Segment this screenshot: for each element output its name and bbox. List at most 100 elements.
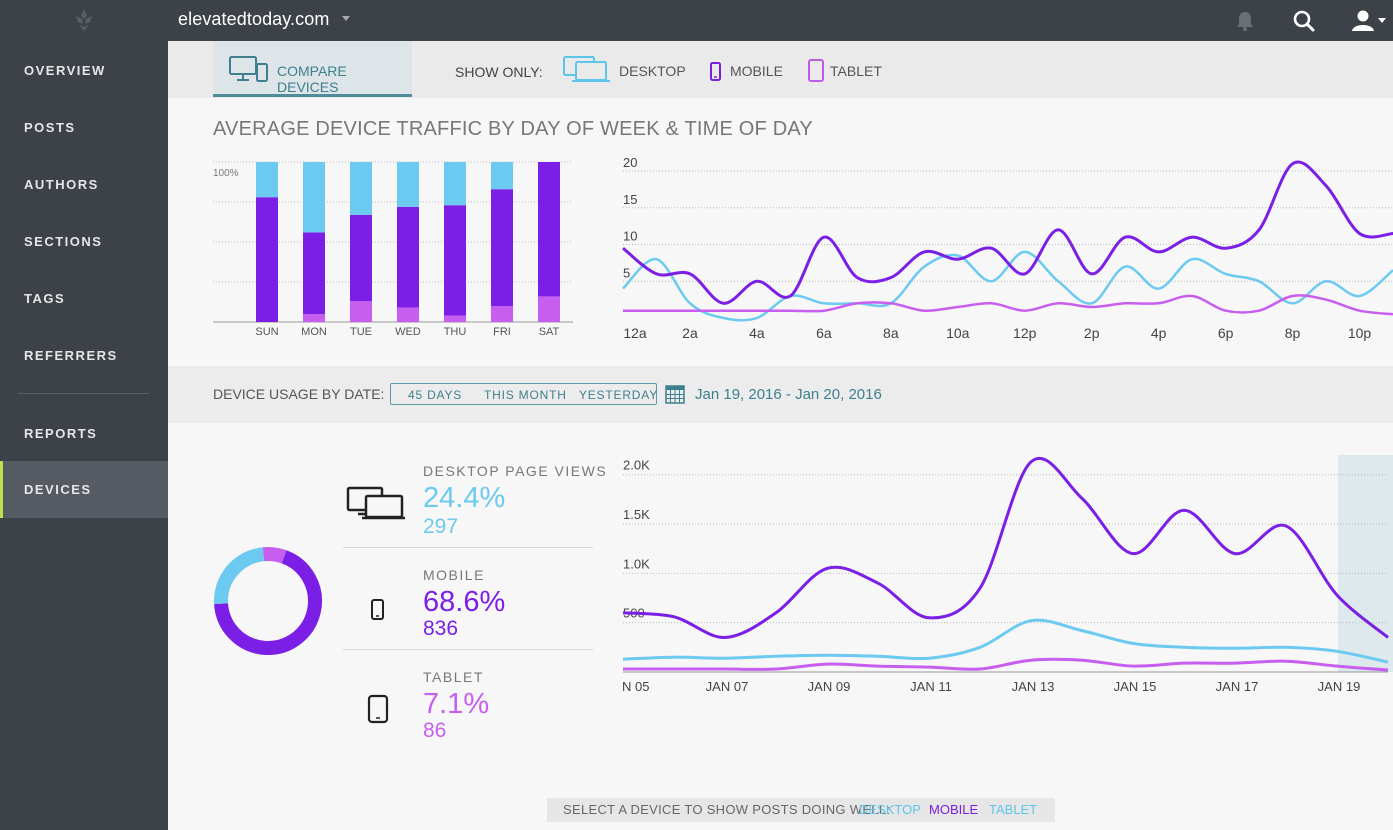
- bar-mobile-tue: [350, 214, 372, 302]
- hour-x-tick: 12p: [1013, 325, 1037, 341]
- sidebar-item-overview[interactable]: OVERVIEW: [24, 63, 106, 78]
- logo-icon[interactable]: [70, 6, 98, 34]
- compare-devices-tab[interactable]: COMPARE DEVICES: [213, 41, 412, 97]
- sidebar-item-reports[interactable]: REPORTS: [24, 426, 98, 441]
- bell-icon[interactable]: [1233, 9, 1257, 33]
- site-dropdown-caret-icon[interactable]: [342, 16, 350, 21]
- bottom-tablet-option[interactable]: TABLET: [989, 802, 1038, 817]
- bar-tablet-wed: [397, 307, 419, 322]
- tablet-filter-icon[interactable]: [807, 59, 825, 83]
- hour-line-tablet: [622, 294, 1393, 316]
- bar-desktop-sun: [256, 162, 278, 198]
- bar-y-label: 100%: [213, 168, 239, 179]
- compare-devices-label: COMPARE DEVICES: [277, 63, 347, 95]
- mobile-filter[interactable]: MOBILE: [730, 63, 783, 79]
- tablet-stat-label: TABLET: [423, 669, 484, 685]
- time-of-day-line-chart: 5 10 15 20 12a 2a 4a 6a 8a 10a 12p 2p 4p 6p 8p 10p: [622, 155, 1393, 341]
- date-y-tick: 1.5K: [623, 507, 650, 522]
- hour-y-tick: 15: [623, 192, 637, 207]
- sidebar-item-devices[interactable]: DEVICES: [0, 461, 168, 518]
- date-y-tick: 2.0K: [623, 458, 650, 473]
- hour-x-tick: 8p: [1285, 325, 1301, 341]
- sidebar-item-sections[interactable]: SECTIONS: [24, 234, 103, 249]
- range-this-month-button[interactable]: THIS MONTH: [484, 388, 567, 402]
- hour-line-desktop: [622, 250, 1393, 322]
- date-line-desktop: [622, 618, 1389, 664]
- hour-x-tick: 10p: [1348, 325, 1372, 341]
- hour-x-tick: 4p: [1151, 325, 1167, 341]
- bar-desktop-thu: [444, 162, 466, 206]
- bar-x-tick: SUN: [255, 326, 278, 338]
- device-share-donut: [214, 547, 322, 655]
- date-range-selector: 45 DAYS THIS MONTH YESTERDAY: [390, 383, 657, 405]
- site-name[interactable]: elevatedtoday.com: [178, 9, 330, 29]
- donut-slice-mobile: [214, 550, 322, 655]
- bar-desktop-tue: [350, 162, 372, 215]
- hour-x-tick: 10a: [946, 325, 970, 341]
- date-x-tick: JAN 17: [1216, 679, 1259, 694]
- tablet-stat-count: 86: [423, 719, 447, 742]
- date-range-text[interactable]: Jan 19, 2016 - Jan 20, 2016: [695, 386, 882, 403]
- mobile-filter-icon[interactable]: [709, 62, 723, 82]
- date-line-mobile: [622, 456, 1389, 640]
- bar-mobile-sun: [256, 197, 278, 322]
- hour-y-tick: 5: [623, 265, 630, 280]
- sidebar-divider: [18, 393, 149, 394]
- sidebar-item-authors[interactable]: AUTHORS: [24, 177, 99, 192]
- bar-tablet-sat: [538, 296, 560, 322]
- mobile-icon: [371, 599, 384, 620]
- search-icon[interactable]: [1292, 9, 1316, 33]
- desktop-stat-count: 297: [423, 515, 459, 538]
- bar-mobile-mon: [303, 232, 325, 314]
- stat-divider: [343, 649, 593, 650]
- hour-x-tick: 6p: [1218, 325, 1234, 341]
- bar-x-tick: MON: [301, 326, 327, 338]
- show-only-label: SHOW ONLY:: [455, 64, 543, 80]
- bar-x-tick: TUE: [350, 326, 372, 338]
- date-y-tick: 1.0K: [623, 556, 650, 571]
- sidebar-item-posts[interactable]: POSTS: [24, 120, 76, 135]
- bottom-mobile-option[interactable]: MOBILE: [929, 802, 979, 817]
- mobile-stat-label: MOBILE: [423, 567, 485, 583]
- bar-x-tick: THU: [444, 326, 467, 338]
- calendar-icon[interactable]: [665, 384, 685, 404]
- date-highlight-band: [1338, 455, 1393, 672]
- hour-x-tick: 2a: [682, 325, 698, 341]
- tablet-filter[interactable]: TABLET: [830, 63, 882, 79]
- date-line-tablet: [622, 657, 1389, 672]
- desktop-stat-percent: 24.4%: [423, 482, 506, 514]
- desktop-filter-icon[interactable]: [563, 55, 613, 83]
- hour-x-tick: 2p: [1084, 325, 1100, 341]
- hour-y-tick: 20: [623, 155, 637, 170]
- stat-divider: [343, 547, 593, 548]
- user-icon[interactable]: [1351, 9, 1387, 33]
- bar-mobile-fri: [491, 189, 513, 306]
- date-x-tick: N 05: [622, 679, 649, 694]
- tablet-stat-percent: 7.1%: [423, 688, 490, 720]
- date-x-tick: JAN 19: [1318, 679, 1361, 694]
- sidebar-item-referrers[interactable]: REFERRERS: [24, 348, 118, 363]
- hour-line-mobile: [622, 160, 1393, 305]
- bar-mobile-thu: [444, 205, 466, 316]
- mobile-stat-count: 836: [423, 617, 459, 640]
- date-x-tick: JAN 07: [706, 679, 749, 694]
- date-x-tick: JAN 15: [1114, 679, 1157, 694]
- range-45-days-button[interactable]: 45 DAYS: [408, 388, 463, 402]
- range-yesterday-button[interactable]: YESTERDAY: [579, 388, 658, 402]
- mobile-stat-percent: 68.6%: [423, 586, 506, 618]
- bar-tablet-fri: [491, 306, 513, 322]
- bottom-desktop-option[interactable]: DESKTOP: [859, 802, 921, 817]
- date-x-tick: JAN 09: [808, 679, 851, 694]
- desktop-icon: [346, 486, 405, 520]
- hour-x-tick: 6a: [816, 325, 832, 341]
- traffic-chart-title: AVERAGE DEVICE TRAFFIC BY DAY OF WEEK & …: [213, 118, 813, 140]
- bar-x-tick: FRI: [493, 326, 511, 338]
- sidebar: OVERVIEW POSTS AUTHORS SECTIONS TAGS REF…: [0, 41, 168, 830]
- desktop-filter[interactable]: DESKTOP: [619, 63, 686, 79]
- bar-desktop-fri: [491, 162, 513, 190]
- hour-x-tick: 12a: [623, 325, 647, 341]
- sidebar-item-tags[interactable]: TAGS: [24, 291, 66, 306]
- date-x-tick: JAN 11: [910, 679, 952, 694]
- donut-slice-desktop: [214, 547, 265, 605]
